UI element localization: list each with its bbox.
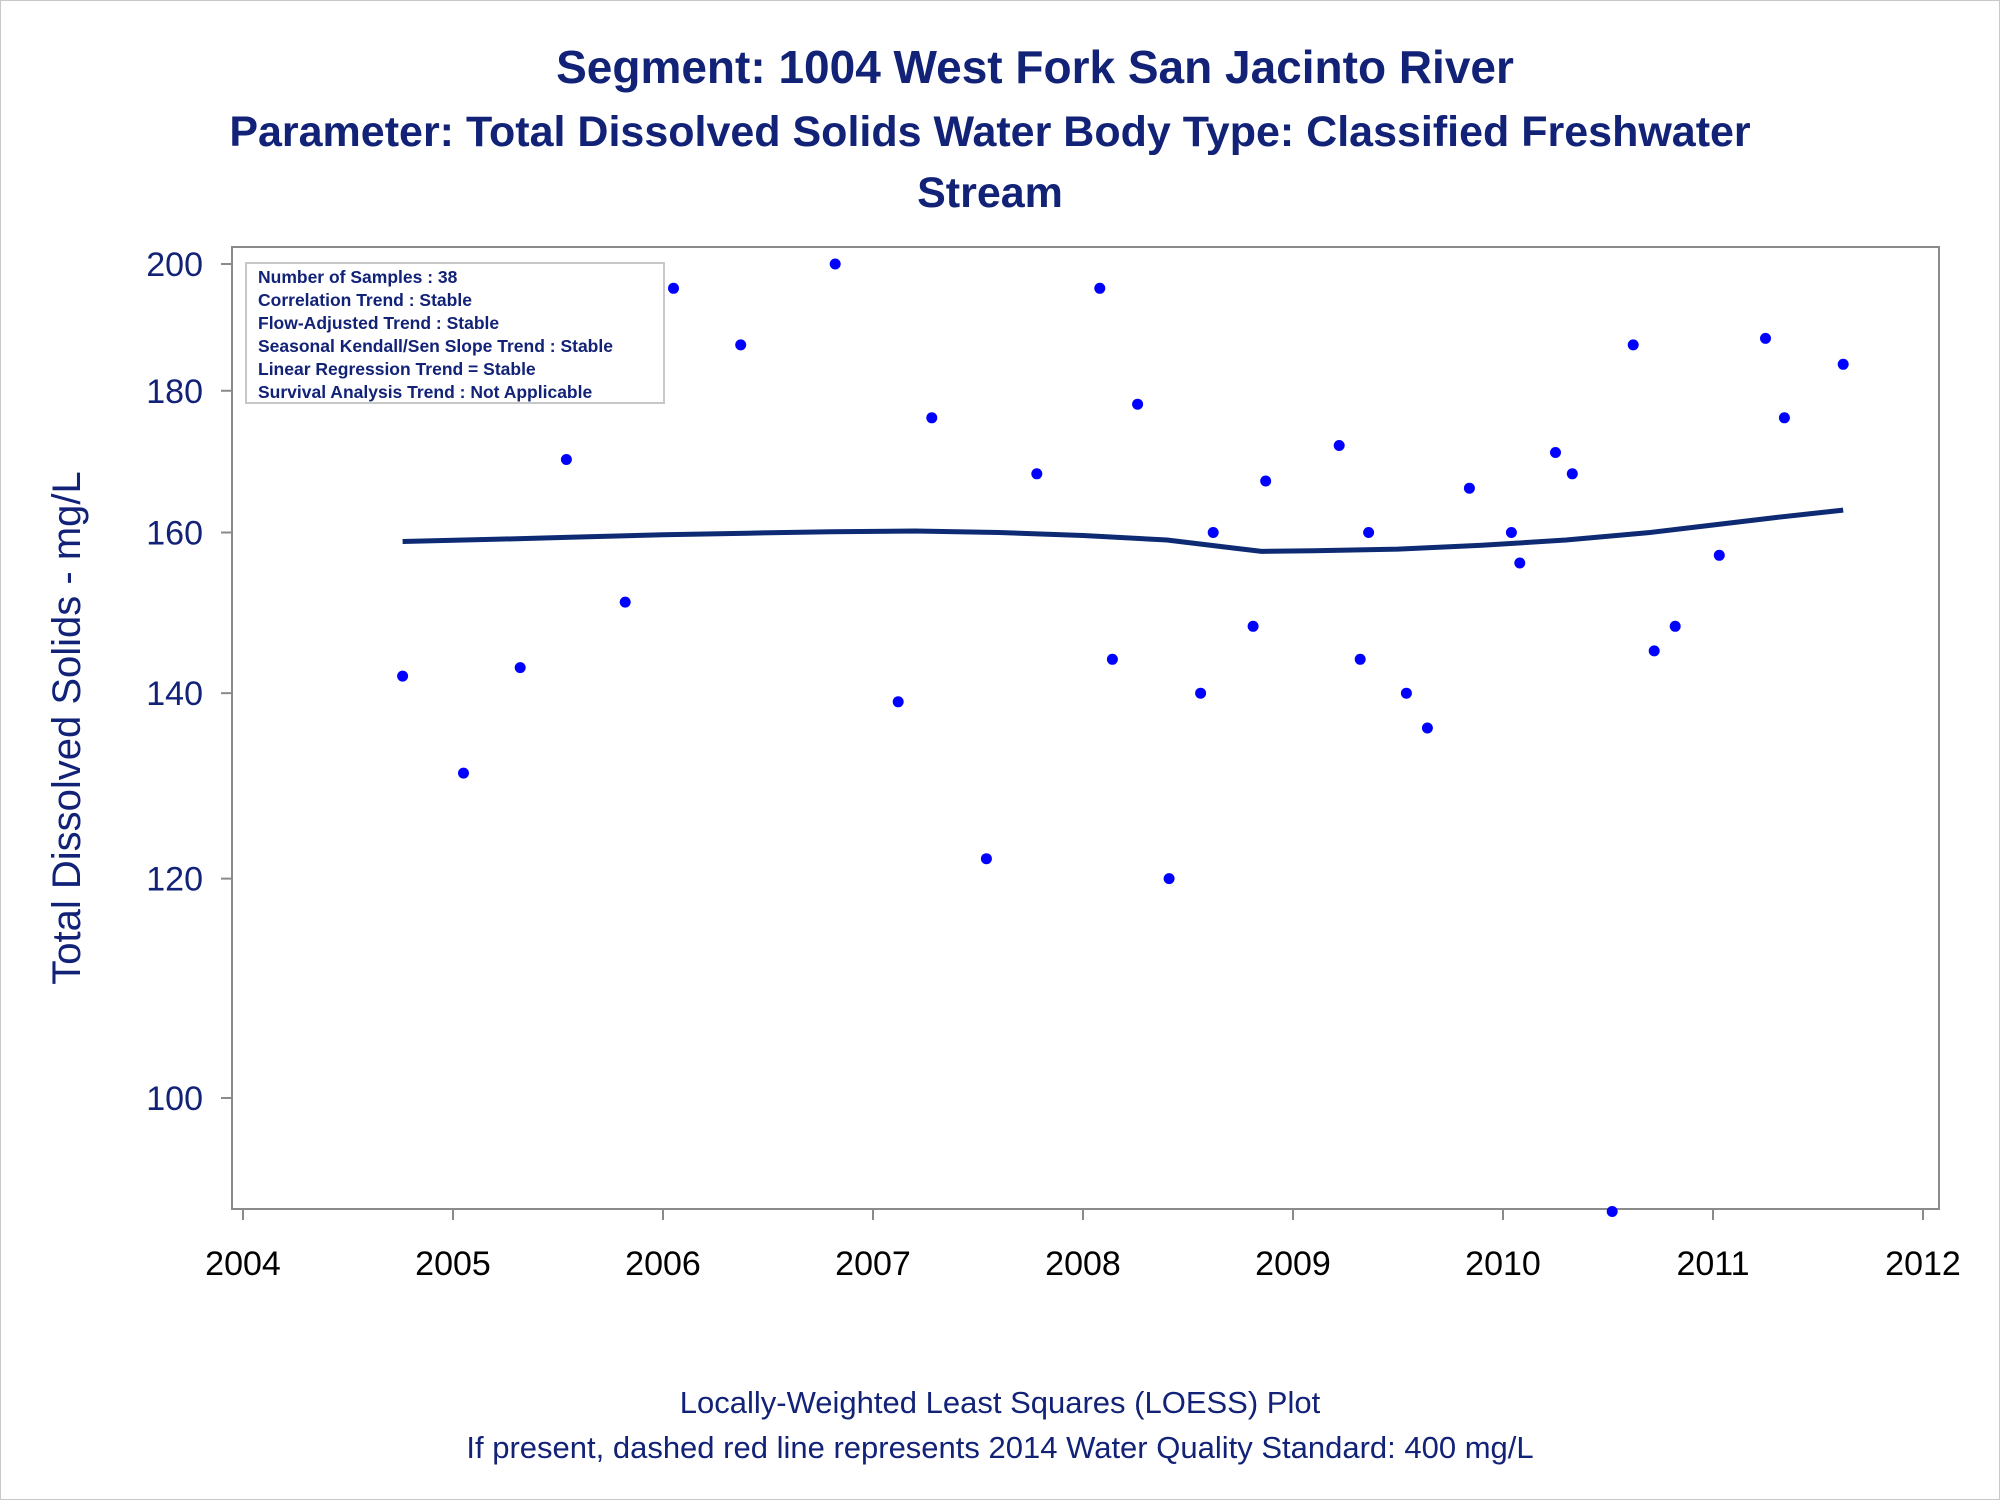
x-axis: 2004 2005 2006 2007 2008 2009 2010 2011 2012	[205, 1209, 1961, 1283]
data-point	[397, 670, 409, 682]
data-point	[1106, 653, 1118, 665]
data-point	[1207, 527, 1219, 538]
data-point	[980, 853, 992, 865]
data-point	[560, 454, 572, 465]
data-point	[1421, 722, 1433, 734]
data-point	[1837, 358, 1849, 370]
trend-stats-legend-border	[245, 262, 665, 404]
x-tick-label: 2006	[625, 1245, 701, 1283]
data-point	[1247, 620, 1259, 632]
x-tick-label: 2010	[1465, 1245, 1541, 1283]
data-point	[829, 258, 841, 270]
plot-area	[231, 246, 1940, 1210]
data-point	[1400, 687, 1412, 699]
x-tick-label: 2005	[415, 1245, 491, 1283]
x-tick-label: 2007	[835, 1245, 911, 1283]
data-point	[458, 767, 469, 779]
data-point	[1550, 447, 1561, 458]
trend-stat-line: Seasonal Kendall/Sen Slope Trend : Stabl…	[258, 336, 613, 356]
data-point	[735, 339, 747, 351]
chart-subtitle-line2: Stream	[917, 169, 1063, 217]
footnote-line2: If present, dashed red line represents 2…	[466, 1430, 1533, 1465]
data-point	[1195, 687, 1207, 699]
trend-stat-line: Correlation Trend : Stable	[258, 290, 472, 310]
data-point	[1514, 557, 1526, 569]
loess-trend-line	[402, 507, 1844, 554]
trend-stat-line: Number of Samples : 38	[258, 267, 458, 287]
data-point	[1778, 412, 1790, 424]
data-point	[1333, 440, 1345, 451]
y-tick-label: 100	[146, 1080, 203, 1118]
data-points	[397, 258, 1849, 1217]
data-point	[1260, 475, 1272, 487]
x-tick-label: 2011	[1676, 1245, 1749, 1283]
x-tick-label: 2009	[1255, 1245, 1331, 1283]
chart-title: Segment: 1004 West Fork San Jacinto Rive…	[556, 41, 1514, 93]
x-tick-label: 2012	[1885, 1245, 1961, 1283]
y-axis: 200 180 160 140 120 100	[146, 246, 232, 1118]
y-axis-label: Total Dissolved Solids - mg/L	[45, 471, 89, 985]
data-point	[926, 412, 938, 424]
y-tick-label: 180	[146, 373, 203, 411]
data-point	[668, 282, 679, 294]
x-tick-label: 2008	[1045, 1245, 1121, 1283]
data-point	[514, 662, 526, 674]
data-point	[1363, 527, 1375, 538]
trend-stats-legend: Number of Samples : 38 Correlation Trend …	[245, 262, 665, 404]
data-point	[1648, 645, 1660, 657]
data-point	[1566, 468, 1578, 480]
chart-subtitle-line1: Parameter: Total Dissolved Solids Water …	[229, 108, 1751, 156]
data-point	[1713, 549, 1725, 561]
trend-stat-line: Linear Regression Trend = Stable	[258, 359, 536, 379]
data-point	[1505, 527, 1517, 538]
y-tick-label: 140	[146, 675, 203, 713]
y-tick-label: 160	[146, 514, 203, 552]
data-point	[1094, 282, 1106, 294]
data-point	[1463, 482, 1475, 494]
y-tick-label: 120	[146, 861, 203, 899]
data-point	[892, 696, 904, 708]
footnote-line1: Locally-Weighted Least Squares (LOESS) P…	[680, 1385, 1321, 1420]
y-tick-label: 200	[146, 246, 203, 284]
data-point	[1163, 873, 1175, 885]
data-point	[1132, 398, 1144, 410]
trend-stat-line: Survival Analysis Trend : Not Applicable	[258, 382, 592, 402]
data-point	[1354, 653, 1366, 665]
x-tick-label: 2004	[205, 1245, 281, 1283]
data-point	[1031, 468, 1043, 480]
trend-stat-line: Flow-Adjusted Trend : Stable	[258, 313, 499, 333]
data-point	[619, 596, 631, 608]
data-point	[1627, 339, 1639, 351]
data-point	[1606, 1206, 1618, 1217]
data-point	[1669, 620, 1681, 632]
data-point	[1760, 332, 1771, 344]
